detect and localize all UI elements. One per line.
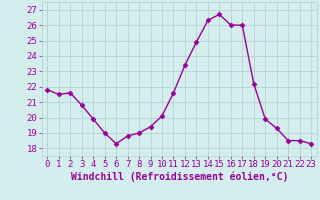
X-axis label: Windchill (Refroidissement éolien,°C): Windchill (Refroidissement éolien,°C) bbox=[70, 172, 288, 182]
